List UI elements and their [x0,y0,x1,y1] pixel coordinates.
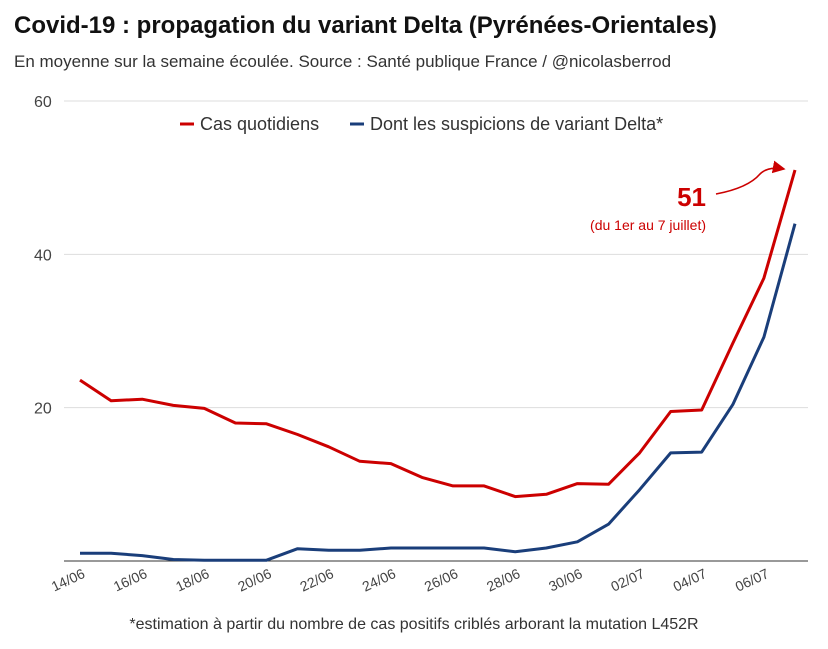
x-tick-label: 26/06 [422,565,461,594]
chart-subtitle: En moyenne sur la semaine écoulée. Sourc… [14,52,672,71]
x-tick-label: 16/06 [111,565,150,594]
x-tick-label: 02/07 [608,565,647,594]
annotation-arrow [715,160,786,195]
annotation-text: (du 1er au 7 juillet) [590,217,706,233]
series-line-variant-delta [80,223,797,562]
x-tick-label: 04/07 [670,565,709,594]
annotation-value: 51 [677,182,706,212]
x-tick-label: 28/06 [484,565,523,594]
legend-label-0: Cas quotidiens [200,114,319,134]
x-tick-label: 30/06 [546,565,585,594]
chart-title: Covid-19 : propagation du variant Delta … [14,12,717,39]
y-tick-label: 40 [34,247,52,264]
y-tick-label: 20 [34,401,52,418]
legend-label-1: Dont les suspicions de variant Delta* [370,114,663,134]
x-tick-label: 14/06 [49,565,88,594]
x-tick-label: 18/06 [173,565,212,594]
series-line-cas-quotidiens [79,169,797,499]
x-tick-label: 22/06 [297,565,336,594]
chart-footnote: *estimation à partir du nombre de cas po… [129,616,699,633]
y-tick-label: 60 [34,94,52,111]
x-tick-label: 24/06 [360,565,399,594]
x-tick-label: 20/06 [235,565,274,594]
x-tick-label: 06/07 [733,565,772,594]
